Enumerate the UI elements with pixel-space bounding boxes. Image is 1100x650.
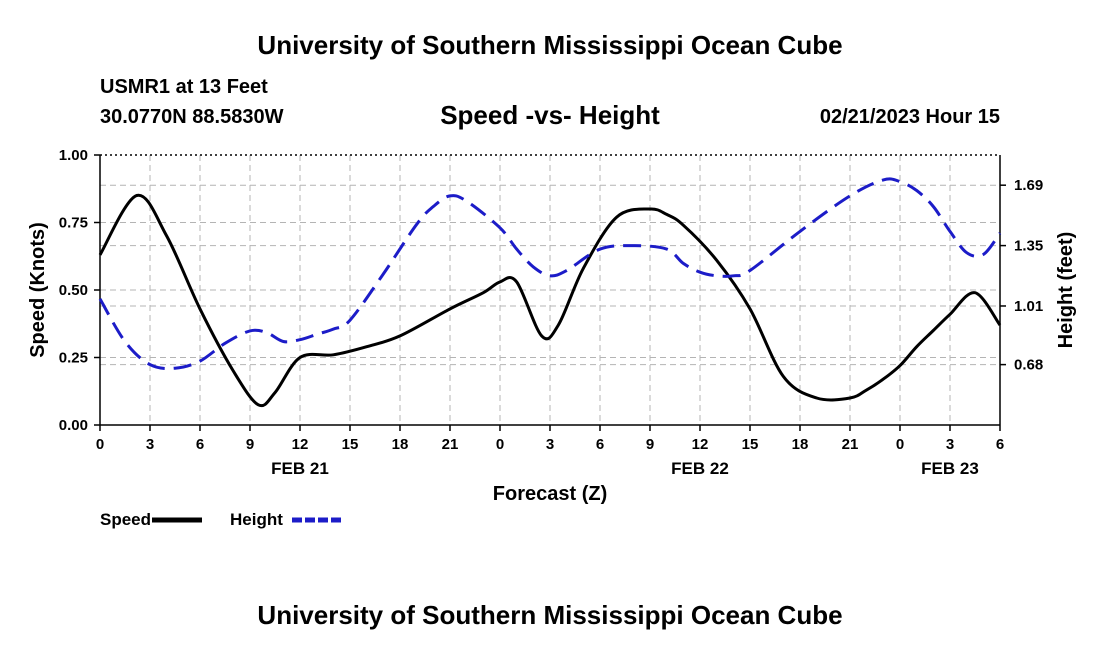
x-tick-label: 12 (692, 436, 709, 453)
y-tick-label: 0.50 (59, 282, 88, 299)
y-tick-label: 0.25 (59, 350, 88, 367)
x-axis-title: Forecast (Z) (493, 483, 607, 505)
top-title: University of Southern Mississippi Ocean… (257, 30, 843, 60)
bottom-title: University of Southern Mississippi Ocean… (257, 600, 843, 630)
y-tick-label: 1.00 (59, 147, 88, 164)
y-tick-label: 0.75 (59, 215, 88, 232)
x-tick-label: 0 (96, 436, 104, 453)
x-tick-label: 9 (646, 436, 654, 453)
x-tick-label: 21 (442, 436, 459, 453)
x-tick-label: 6 (196, 436, 204, 453)
y-tick-label: 0.00 (59, 417, 88, 434)
legend-label: Speed (100, 510, 151, 529)
y2-axis-title: Height (feet) (1055, 232, 1077, 349)
x-tick-label: 3 (146, 436, 154, 453)
x-tick-label: 6 (596, 436, 604, 453)
chart-title: Speed -vs- Height (440, 100, 660, 130)
station-label: USMR1 at 13 Feet (100, 76, 268, 98)
x-tick-label: 0 (896, 436, 904, 453)
x-tick-label: 6 (996, 436, 1004, 453)
y2-tick-label: 0.68 (1014, 357, 1043, 374)
station-coords: 30.0770N 88.5830W (100, 106, 284, 128)
x-tick-label: 3 (546, 436, 554, 453)
x-tick-label: 15 (742, 436, 759, 453)
x-date-label: FEB 22 (671, 459, 729, 478)
x-tick-label: 21 (842, 436, 859, 453)
x-tick-label: 18 (792, 436, 809, 453)
x-tick-label: 12 (292, 436, 309, 453)
y2-tick-label: 1.01 (1014, 298, 1043, 315)
date-hour-label: 02/21/2023 Hour 15 (819, 106, 1000, 128)
x-tick-label: 15 (342, 436, 359, 453)
x-tick-label: 18 (392, 436, 409, 453)
y-axis-title: Speed (Knots) (27, 222, 49, 358)
x-tick-label: 0 (496, 436, 504, 453)
legend-label: Height (230, 510, 283, 529)
x-date-label: FEB 23 (921, 459, 979, 478)
series-line-height (98, 177, 1002, 371)
series-line-speed (98, 193, 1002, 408)
y2-tick-label: 1.35 (1014, 238, 1043, 255)
y2-tick-label: 1.69 (1014, 177, 1043, 194)
x-date-label: FEB 21 (271, 459, 329, 478)
x-tick-label: 9 (246, 436, 254, 453)
x-tick-label: 3 (946, 436, 954, 453)
speed-height-chart: 0 3 6 9 12 15 18 21 0 3 6 9 12 15 18 21 0 3 6 FEB 21 FEB 22 F… (27, 147, 1077, 529)
